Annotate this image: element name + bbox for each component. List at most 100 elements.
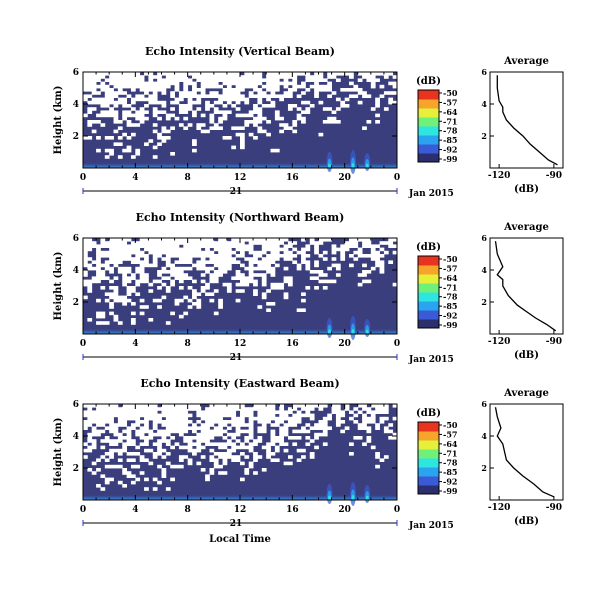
gap-cell — [113, 426, 119, 430]
gap-cell — [130, 439, 136, 443]
gap-cell — [248, 238, 254, 242]
gap-cell — [253, 289, 258, 293]
gap-cell — [165, 404, 171, 408]
gap-cell — [283, 432, 289, 437]
gap-cell — [314, 78, 319, 82]
gap-cell — [253, 452, 258, 456]
gap-cell — [309, 241, 315, 245]
gap-cell — [161, 91, 167, 95]
gap-cell — [283, 279, 289, 284]
date-tick-label: 21 — [230, 519, 243, 529]
gap-cell — [314, 91, 319, 95]
gap-cell — [200, 94, 206, 98]
gap-cell — [117, 244, 123, 248]
gap-cell — [104, 110, 110, 114]
gap-cell — [375, 72, 380, 76]
gap-cell — [213, 244, 219, 248]
gap-cell — [213, 107, 219, 111]
gap-cell — [379, 458, 385, 462]
gap-cell — [91, 97, 97, 102]
gap-cell — [388, 241, 394, 245]
gap-cell — [253, 116, 258, 121]
gap-cell — [349, 241, 354, 245]
gap-cell — [104, 321, 110, 325]
gap-cell — [240, 126, 245, 130]
gap-cell — [144, 263, 149, 268]
gap-cell — [327, 75, 332, 79]
gap-cell — [192, 72, 197, 76]
gap-cell — [218, 241, 223, 245]
gap-cell — [200, 254, 206, 258]
gap-cell — [139, 120, 145, 124]
gap-cell — [314, 263, 319, 268]
gap-cell — [240, 282, 245, 287]
gap-cell — [96, 432, 101, 437]
colorbar-tick-label: -64 — [443, 273, 458, 283]
gap-cell — [148, 289, 154, 293]
gap-cell — [218, 455, 223, 459]
gap-cell — [357, 254, 363, 258]
gap-cell — [161, 429, 167, 434]
gap-cell — [301, 100, 306, 105]
gap-cell — [218, 445, 223, 450]
gap-cell — [148, 432, 154, 437]
gap-cell — [327, 88, 332, 92]
gap-cell — [218, 126, 223, 130]
gap-cell — [139, 432, 145, 437]
gap-cell — [340, 88, 346, 92]
gap-cell — [126, 113, 132, 118]
gap-cell — [139, 279, 145, 284]
gap-cell — [148, 461, 154, 466]
gap-cell — [209, 113, 215, 118]
gap-cell — [122, 266, 128, 271]
gap-cell — [231, 91, 237, 95]
average-y-tick-label: 6 — [481, 399, 487, 409]
date-label: Jan 2015 — [408, 355, 454, 365]
gap-cell — [266, 132, 271, 137]
gap-cell — [165, 432, 171, 437]
gap-cell — [104, 477, 110, 482]
gap-cell — [96, 78, 101, 82]
gap-cell — [270, 78, 276, 82]
gap-cell — [113, 448, 119, 453]
gap-cell — [283, 461, 289, 466]
gap-cell — [274, 88, 280, 92]
gap-cell — [96, 416, 101, 421]
gap-cell — [270, 104, 276, 108]
gap-cell — [283, 423, 289, 427]
gap-cell — [196, 439, 202, 443]
gap-cell — [130, 260, 136, 264]
gap-cell — [370, 84, 376, 89]
gap-cell — [231, 413, 237, 418]
gap-cell — [100, 75, 106, 79]
gap-cell — [192, 244, 197, 248]
gap-cell — [100, 413, 106, 418]
colorbar-segment — [418, 108, 439, 118]
x-tick-label: 20 — [338, 505, 351, 515]
gap-cell — [205, 432, 210, 437]
gap-cell — [144, 429, 149, 434]
gap-cell — [183, 273, 189, 277]
gap-cell — [235, 81, 241, 86]
gap-cell — [366, 94, 372, 98]
gap-cell — [96, 321, 101, 325]
gap-cell — [218, 266, 223, 271]
gap-cell — [235, 416, 241, 421]
gap-cell — [100, 72, 106, 76]
gap-cell — [353, 244, 359, 248]
gap-cell — [318, 88, 324, 92]
gap-cell — [174, 464, 180, 469]
gap-cell — [283, 126, 289, 130]
gap-cell — [165, 321, 171, 325]
gap-cell — [266, 448, 271, 453]
colorbar-frame — [417, 421, 440, 495]
gap-cell — [226, 257, 232, 261]
gap-cell — [235, 94, 241, 98]
gap-cell — [292, 442, 298, 446]
gap-cell — [349, 238, 354, 242]
gap-cell — [213, 260, 219, 264]
gap-cell — [183, 91, 189, 95]
gap-cell — [296, 448, 302, 453]
gap-cell — [231, 104, 237, 108]
gap-cell — [261, 292, 267, 296]
